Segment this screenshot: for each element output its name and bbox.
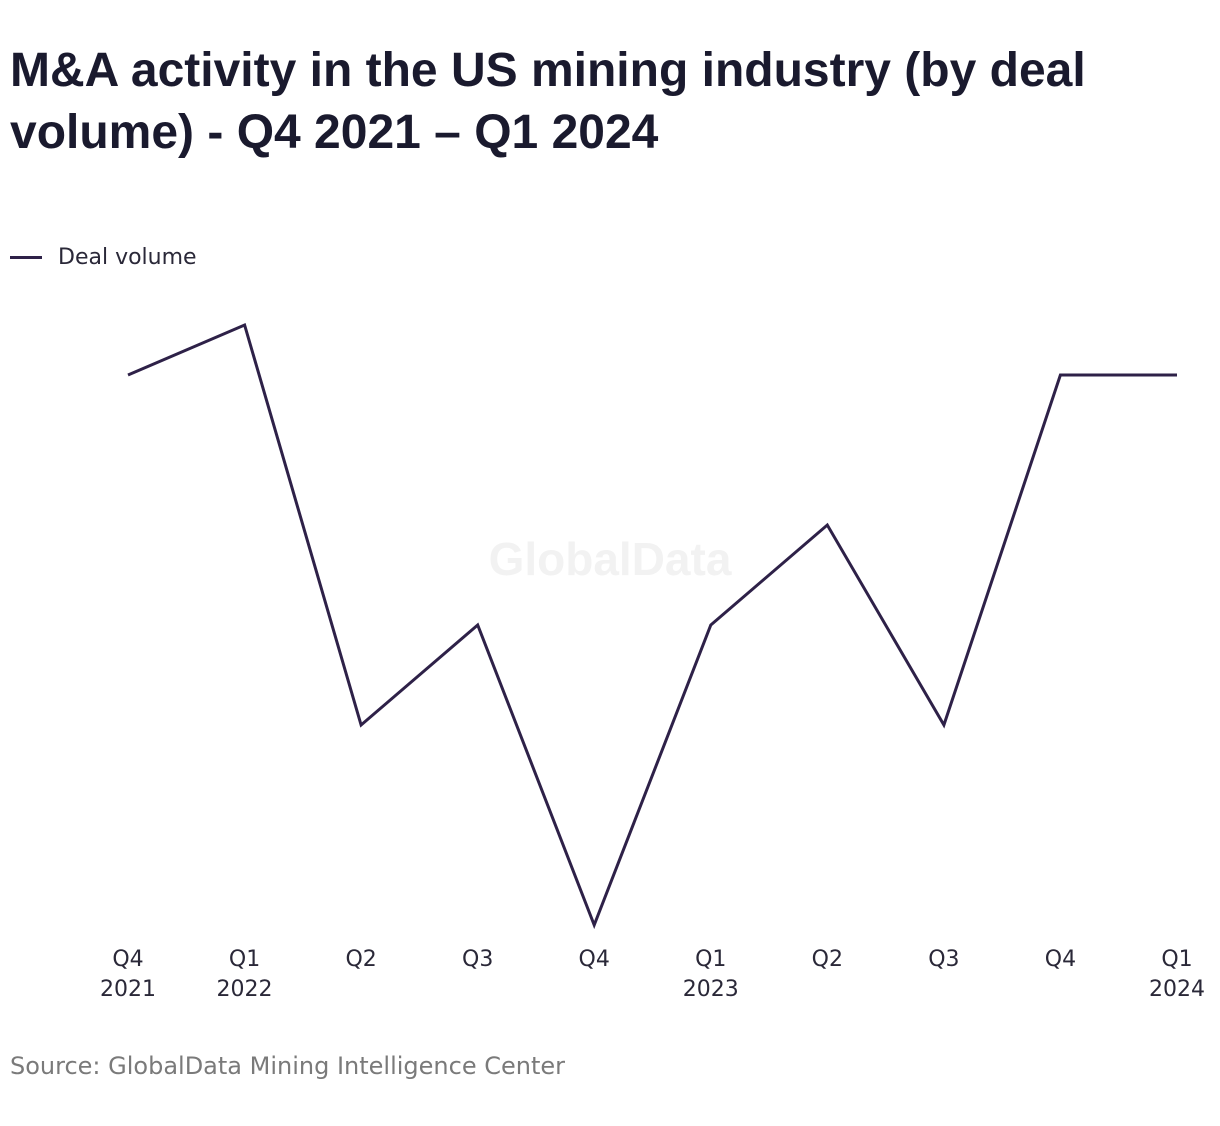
x-axis-ticks: Q4 2021 Q1 2022 Q2 Q3 Q4 Q1 2023 Q2 Q3 Q4 Q1 2024 — [100, 947, 1205, 1002]
x-tick-label: Q3 — [928, 947, 959, 972]
x-tick-label: Q2 — [345, 947, 376, 972]
x-tick-label: Q4 — [1045, 947, 1076, 972]
x-tick-label: Q1 2023 — [683, 947, 739, 1002]
legend-swatch — [10, 255, 42, 259]
series-line-0 — [127, 322, 1177, 930]
data-point[interactable] — [1171, 369, 1183, 381]
data-point[interactable] — [1054, 369, 1066, 381]
data-point[interactable] — [472, 619, 484, 631]
data-point[interactable] — [821, 519, 833, 531]
x-tick-label: Q4 — [579, 947, 610, 972]
x-tick-label: Q4 2021 — [100, 947, 156, 1002]
data-point[interactable] — [588, 919, 600, 931]
data-point[interactable] — [355, 719, 367, 731]
data-point[interactable] — [122, 369, 134, 381]
x-tick-label: Q1 2024 — [1149, 947, 1205, 1002]
x-tick-label: Q1 2022 — [217, 947, 273, 1002]
x-tick-label: Q2 — [812, 947, 843, 972]
chart-title: M&A activity in the US mining industry (… — [10, 44, 1086, 159]
data-point[interactable] — [938, 719, 950, 731]
legend-label: Deal volume — [58, 244, 197, 270]
legend: Deal volume — [10, 240, 197, 274]
series-layer — [122, 319, 1183, 931]
data-point[interactable] — [705, 619, 717, 631]
x-tick-label: Q3 — [462, 947, 493, 972]
source-note: Source: GlobalData Mining Intelligence C… — [10, 1052, 566, 1080]
data-point[interactable] — [239, 319, 251, 331]
watermark: GlobalData — [489, 533, 732, 585]
